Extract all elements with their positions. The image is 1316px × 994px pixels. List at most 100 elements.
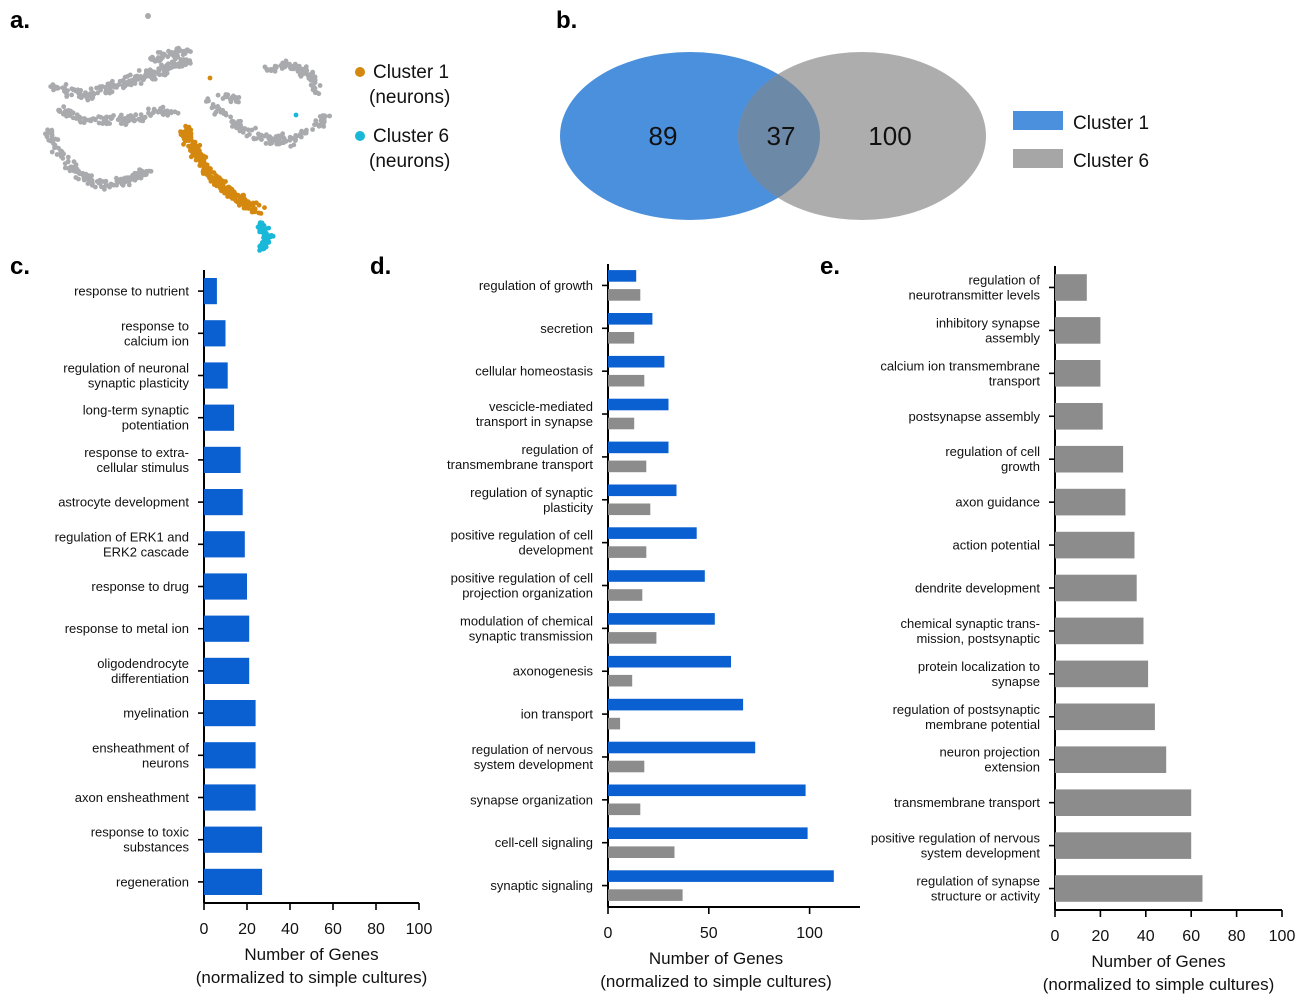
tsne-point — [166, 48, 171, 54]
tsne-point — [181, 129, 186, 135]
venn-legend-label-cluster6: Cluster 6 — [1073, 151, 1149, 172]
category-label: transmembrane transport — [894, 795, 1040, 810]
tsne-point — [209, 105, 215, 111]
tsne-point — [296, 65, 301, 71]
tsne-point — [115, 178, 121, 184]
tsne-point — [251, 136, 257, 142]
tsne-point — [143, 72, 148, 78]
category-label: regulation of synaptic — [470, 485, 593, 500]
tsne-point — [308, 82, 314, 88]
tsne-point — [183, 61, 189, 67]
bar-series-1 — [608, 355, 665, 368]
category-label: transport — [989, 373, 1041, 388]
bar-series-1 — [608, 827, 808, 839]
category-label: neuron projection — [940, 745, 1040, 760]
tsne-point — [228, 188, 233, 193]
tsne-point — [259, 137, 264, 143]
category-label: action potential — [953, 538, 1041, 553]
category-label: system development — [921, 846, 1041, 861]
bar — [1055, 617, 1144, 645]
tsne-point — [236, 202, 242, 208]
tsne-point — [233, 99, 239, 104]
tsne-point — [272, 68, 278, 74]
category-label: response to — [121, 318, 189, 333]
x-tick-label: 40 — [1137, 928, 1155, 945]
venn-legend-swatch-cluster1 — [1013, 111, 1063, 130]
tsne-point — [99, 84, 105, 89]
tsne-point — [172, 109, 178, 115]
bar — [204, 278, 217, 305]
tsne-point — [54, 152, 60, 157]
tsne-point — [160, 65, 166, 71]
tsne-point — [300, 66, 306, 72]
tsne-point — [141, 115, 146, 121]
bar — [1055, 531, 1135, 559]
bar-series-2 — [608, 674, 633, 687]
category-label: synapse organization — [470, 792, 593, 807]
tsne-point — [237, 198, 243, 203]
x-axis-title: Number of Genes — [649, 949, 783, 968]
bar — [204, 531, 245, 558]
x-axis-title: Number of Genes — [244, 945, 378, 964]
bar — [204, 446, 241, 473]
tsne-point — [68, 164, 74, 170]
tsne-point — [118, 112, 124, 118]
tsne-point — [179, 58, 184, 64]
tsne-point — [73, 175, 79, 180]
tsne-point — [119, 180, 125, 186]
legend-sublabel-cluster6: (neurons) — [369, 151, 450, 172]
category-label: neurons — [142, 755, 189, 770]
tsne-point — [152, 58, 158, 64]
tsne-point — [146, 106, 151, 112]
bar-series-1 — [608, 741, 756, 754]
category-label: transport in synapse — [476, 414, 593, 429]
tsne-point — [148, 113, 154, 118]
tsne-point — [132, 81, 138, 86]
category-label: regulation of nervous — [472, 742, 594, 757]
tsne-point — [128, 82, 134, 88]
tsne-point — [281, 136, 287, 142]
tsne-point — [61, 104, 67, 109]
tsne-point — [103, 178, 109, 184]
tsne-point — [184, 47, 190, 53]
tsne-point — [293, 112, 299, 118]
x-axis-subtitle: (normalized to simple cultures) — [1043, 975, 1274, 994]
tsne-point — [82, 175, 88, 181]
tsne-point — [293, 133, 299, 138]
tsne-point — [182, 136, 188, 142]
category-label: secretion — [540, 321, 593, 336]
category-label: synaptic transmission — [469, 628, 593, 643]
tsne-point — [310, 127, 315, 132]
bar-series-2 — [608, 889, 683, 901]
bar-series-1 — [608, 270, 637, 282]
tsne-point — [122, 74, 128, 80]
bar-series-1 — [608, 484, 677, 497]
category-label: positive regulation of nervous — [871, 831, 1041, 846]
legend-label-cluster1: Cluster 1 — [373, 62, 449, 83]
venn-count-overlap: 37 — [767, 121, 796, 151]
tsne-point — [149, 69, 155, 74]
category-label: transmembrane transport — [447, 457, 593, 472]
tsne-point — [249, 209, 255, 215]
x-tick-label: 20 — [1092, 928, 1110, 945]
tsne-point — [63, 82, 69, 87]
tsne-point — [66, 113, 72, 118]
bar — [204, 489, 243, 516]
tsne-legend: Cluster 1 (neurons) Cluster 6 (neurons) — [355, 62, 450, 172]
tsne-point — [92, 116, 98, 122]
tsne-point — [256, 202, 262, 208]
tsne-point — [240, 128, 246, 134]
tsne-point — [188, 154, 194, 160]
bar — [204, 826, 263, 853]
category-label: response to metal ion — [65, 621, 189, 636]
tsne-point — [215, 104, 221, 109]
tsne-point — [230, 191, 236, 196]
category-label: membrane potential — [925, 717, 1040, 732]
bar-series-1 — [608, 313, 653, 325]
tsne-point — [176, 64, 182, 70]
tsne-point — [267, 137, 273, 143]
venn-legend-swatch-cluster6 — [1013, 149, 1063, 168]
tsne-point — [313, 118, 319, 124]
